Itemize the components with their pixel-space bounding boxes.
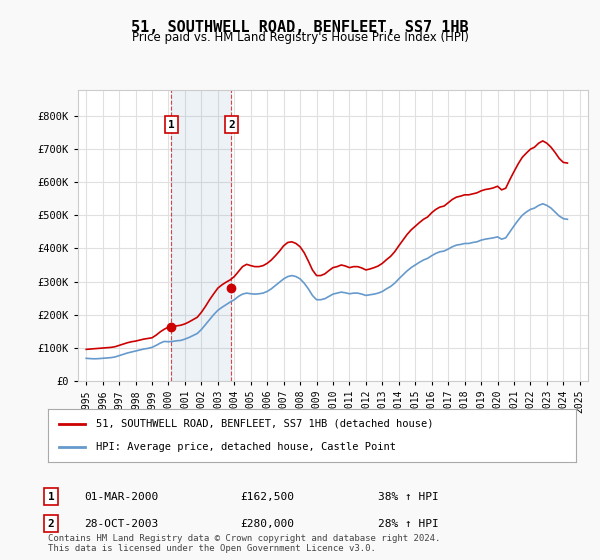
Text: Contains HM Land Registry data © Crown copyright and database right 2024.
This d: Contains HM Land Registry data © Crown c… <box>48 534 440 553</box>
Text: 2: 2 <box>47 519 55 529</box>
Text: 2: 2 <box>228 119 235 129</box>
Text: 38% ↑ HPI: 38% ↑ HPI <box>378 492 439 502</box>
Text: 01-MAR-2000: 01-MAR-2000 <box>84 492 158 502</box>
Text: HPI: Average price, detached house, Castle Point: HPI: Average price, detached house, Cast… <box>95 442 395 452</box>
Text: £162,500: £162,500 <box>240 492 294 502</box>
Text: £280,000: £280,000 <box>240 519 294 529</box>
Text: 28% ↑ HPI: 28% ↑ HPI <box>378 519 439 529</box>
Text: 1: 1 <box>168 119 175 129</box>
Text: 51, SOUTHWELL ROAD, BENFLEET, SS7 1HB (detached house): 51, SOUTHWELL ROAD, BENFLEET, SS7 1HB (d… <box>95 419 433 429</box>
Text: 1: 1 <box>47 492 55 502</box>
Text: Price paid vs. HM Land Registry's House Price Index (HPI): Price paid vs. HM Land Registry's House … <box>131 31 469 44</box>
Text: 51, SOUTHWELL ROAD, BENFLEET, SS7 1HB: 51, SOUTHWELL ROAD, BENFLEET, SS7 1HB <box>131 20 469 35</box>
Text: 28-OCT-2003: 28-OCT-2003 <box>84 519 158 529</box>
Bar <box>171 90 232 381</box>
